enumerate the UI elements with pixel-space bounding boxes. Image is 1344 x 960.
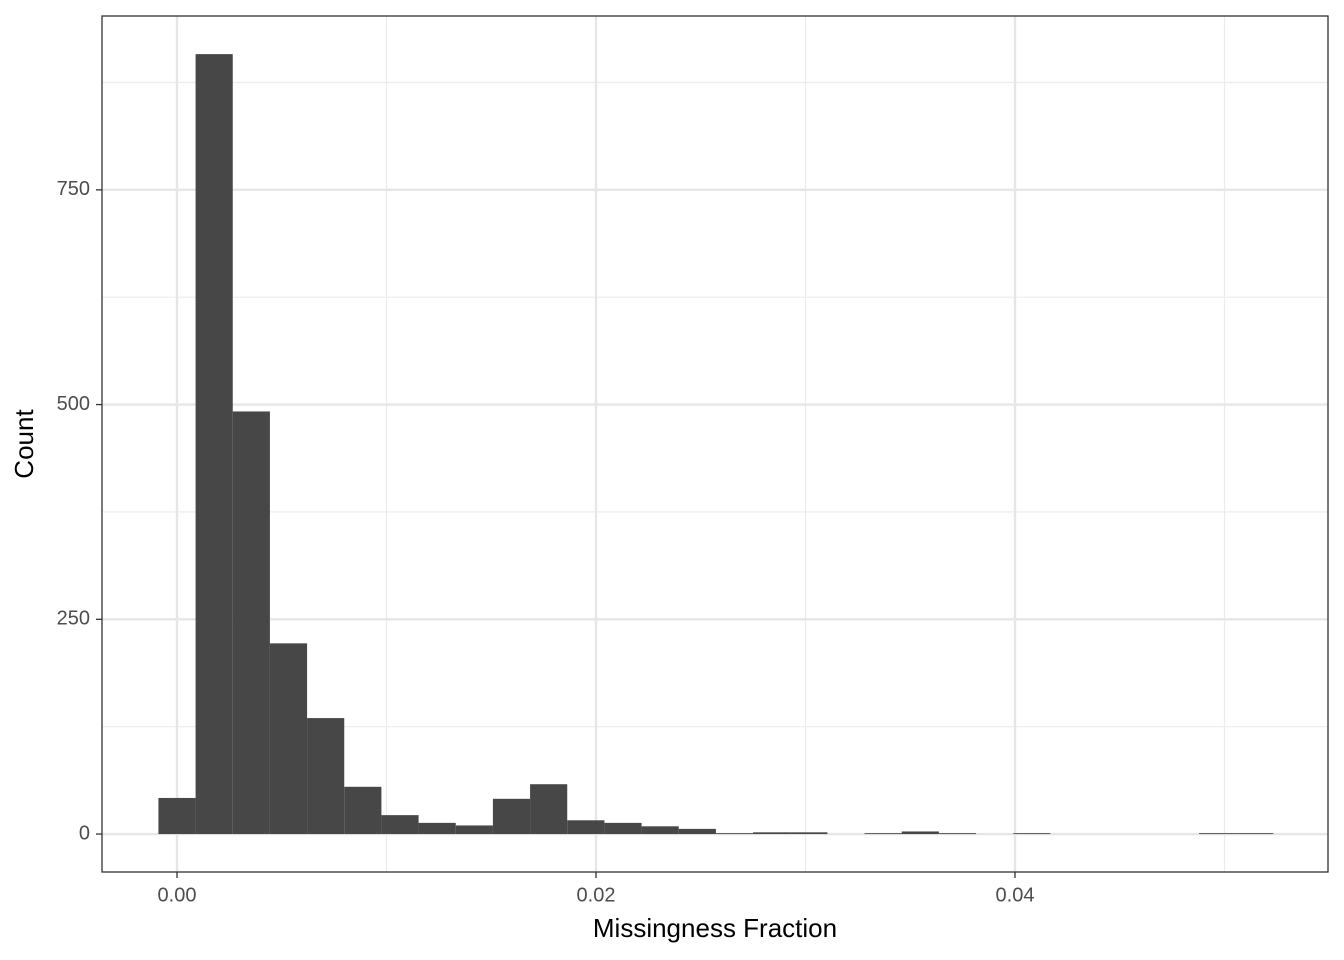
y-axis-title: Count [9,409,39,479]
x-tick-label: 0.00 [158,884,197,906]
bar [269,643,308,835]
bar [678,828,716,835]
x-tick-label: 0.04 [996,884,1035,906]
bar [715,833,754,835]
y-tick-label: 0 [79,822,90,844]
bar [381,815,419,835]
bar [567,820,605,835]
bar [1013,833,1051,835]
bar [1199,833,1237,835]
bar [530,784,568,835]
bar [158,797,196,835]
x-tick-label: 0.02 [577,884,616,906]
bar [864,833,902,835]
bar [455,825,493,835]
bar [790,832,828,835]
bar [641,826,679,835]
bar [307,718,345,835]
bar [938,833,977,835]
bar [418,822,456,835]
bar [232,411,270,835]
bar [492,798,531,835]
panel-border [101,15,1329,873]
y-tick-label: 500 [57,393,90,415]
bar [344,786,382,835]
bar [901,831,939,835]
x-axis-title: Missingness Fraction [593,913,837,943]
y-tick-label: 750 [57,178,90,200]
bar [195,54,233,835]
bars [158,54,1274,835]
bar [753,832,791,835]
y-tick-label: 250 [57,608,90,630]
bar [1236,833,1274,835]
bar [604,822,642,835]
